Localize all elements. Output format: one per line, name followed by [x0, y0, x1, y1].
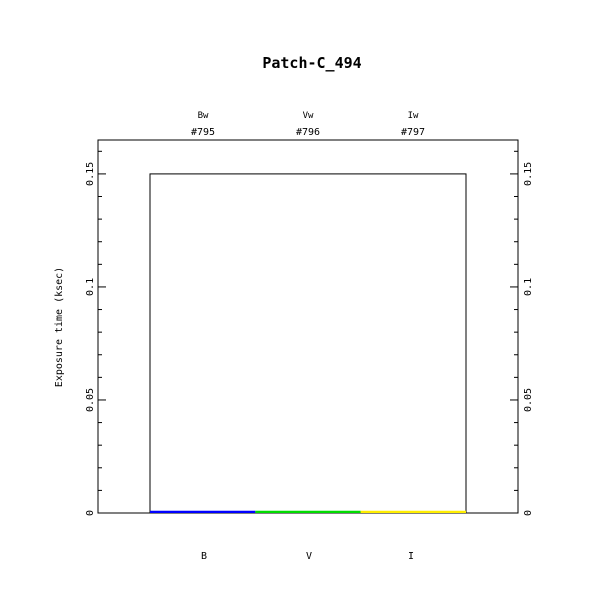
chart-title: Patch-C_494 [262, 54, 361, 72]
id-label-i: #797 [401, 127, 425, 138]
y-tick-label-left: 0.15 [85, 162, 96, 186]
category-label-i: I [408, 551, 414, 562]
y-tick-label-right: 0.05 [523, 388, 534, 412]
filter-label-b: Bw [198, 111, 209, 121]
plot-frame [97, 139, 519, 514]
bar-i [360, 510, 466, 513]
y-tick-label-right: 0.1 [523, 278, 534, 296]
exposure-outline-box [149, 173, 467, 514]
y-tick-label-right: 0 [523, 510, 534, 516]
y-tick-label-right: 0.15 [523, 162, 534, 186]
bar-v [255, 510, 361, 513]
category-label-v: V [306, 551, 312, 562]
y-axis-label: Exposure time (ksec) [54, 267, 65, 387]
y-tick-label-left: 0.1 [85, 278, 96, 296]
id-label-b: #795 [191, 127, 215, 138]
filter-label-v: Vw [303, 111, 314, 121]
y-tick-label-left: 0 [85, 510, 96, 516]
y-tick-label-left: 0.05 [85, 388, 96, 412]
id-label-v: #796 [296, 127, 320, 138]
bar-b [150, 510, 256, 513]
category-label-b: B [201, 551, 207, 562]
filter-label-i: Iw [408, 111, 419, 121]
